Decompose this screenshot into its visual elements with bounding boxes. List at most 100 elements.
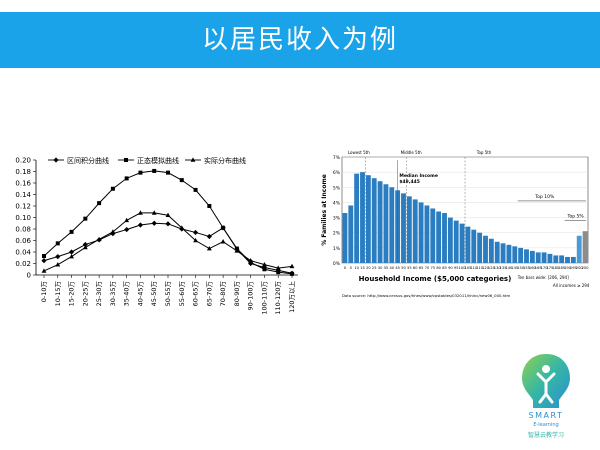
annot-lowest: Lowest 5th [348, 150, 370, 155]
bar [483, 235, 488, 263]
x-tick-label: 110-120万 [274, 281, 282, 315]
x-tick-label: 80-90万 [233, 281, 241, 307]
bar [354, 173, 360, 263]
bar [576, 235, 582, 263]
bar [406, 196, 412, 263]
bar [559, 255, 565, 263]
y-tick-label: 3% [333, 216, 341, 222]
y-tick-label: 0.08 [15, 226, 31, 234]
x-tick-label: 25 [372, 266, 377, 270]
data-source: Data source: http://www.census.gov/hhes/… [342, 293, 511, 298]
bar [377, 181, 383, 263]
x-tick-label: 70-80万 [219, 281, 227, 307]
y-tick-label: 0.18 [15, 168, 31, 176]
x-tick-label: 155 [523, 266, 530, 270]
bar [436, 211, 442, 263]
data-point [55, 254, 61, 260]
bar [570, 256, 576, 263]
bar [430, 208, 436, 263]
data-point [138, 170, 143, 175]
annot-median: Median Income [399, 173, 437, 179]
x-tick-label: 250 [582, 266, 590, 270]
y-tick-label: 0.14 [15, 191, 31, 199]
x-tick-label: 100 [459, 266, 467, 270]
bar [477, 232, 483, 263]
x-tick-label: 95 [454, 266, 459, 270]
annot-top5: Top 5% [567, 214, 585, 220]
x-tick-label: 120万以上 [287, 281, 296, 313]
x-tick-label: 85 [442, 266, 447, 270]
x-tick-label: 15-20万 [68, 281, 76, 307]
y-tick-label: 0.16 [15, 180, 31, 188]
y-tick-label: 0.10 [15, 214, 31, 222]
data-point [206, 245, 212, 251]
x-tick-label: 0 [344, 266, 347, 270]
x-axis-label: Household Income ($5,000 categories) [359, 275, 512, 283]
data-point [290, 271, 294, 276]
bar [342, 213, 348, 263]
bar [389, 187, 395, 263]
data-point [248, 258, 254, 263]
bar [547, 253, 553, 263]
y-tick-label: 7% [333, 155, 341, 161]
legend-marker [124, 158, 128, 162]
bar [401, 193, 406, 263]
x-tick-label: 80 [436, 266, 441, 270]
y-tick-label: 0.12 [15, 203, 31, 211]
data-point [179, 178, 184, 183]
title-banner [0, 12, 600, 68]
bar [459, 223, 465, 263]
x-tick-label: 70 [425, 266, 430, 270]
data-point [193, 237, 198, 243]
data-point [193, 187, 198, 192]
data-point [124, 217, 130, 223]
x-tick-label: 20-25万 [81, 281, 89, 307]
bar [418, 202, 424, 263]
data-point [69, 254, 74, 259]
x-tick-label: 165 [535, 266, 542, 270]
x-tick-label: 45 [395, 266, 400, 270]
x-tick-label: 40 [389, 266, 394, 270]
x-tick-label: 100-110万 [260, 281, 268, 315]
annot-top: Top 5th [476, 150, 492, 155]
x-tick-label: 90-100万 [247, 281, 255, 311]
x-tick-label: 60 [413, 266, 418, 270]
data-point [42, 254, 46, 259]
bar [442, 213, 447, 263]
legend-marker [53, 157, 59, 163]
data-point [221, 225, 226, 230]
x-tick-label: 175 [546, 266, 553, 270]
legend-label: 实际分布曲线 [204, 156, 246, 165]
data-point [262, 262, 267, 267]
household-income-bar-chart: 0% 1% 2% 3% 4% 5% 6% 7% 0 5 10 15 20 25 30 35 40 45 50 55 60… [321, 150, 590, 298]
slide-title: 以居民收入为例 [201, 25, 398, 55]
annot-middle: Middle 5th [401, 150, 423, 155]
x-tick-label: 145 [511, 266, 518, 270]
x-tick-label: 110 [470, 266, 478, 270]
bar [535, 252, 541, 263]
bar [371, 178, 377, 263]
data-point [138, 210, 143, 215]
bar [465, 226, 471, 263]
x-tick-label: 195 [570, 266, 577, 270]
x-tick-label: 20 [366, 266, 371, 270]
bar [506, 244, 512, 263]
data-point [82, 241, 88, 248]
data-point [41, 268, 47, 273]
bar [360, 172, 365, 263]
x-tick-label: 65-70万 [205, 281, 213, 307]
bar [471, 229, 477, 263]
bar [553, 255, 559, 263]
data-point [124, 176, 129, 181]
x-tick-label: 150 [517, 266, 525, 270]
x-tick-label: 130 [494, 266, 502, 270]
data-point [96, 236, 102, 242]
bar [453, 220, 459, 263]
y-tick-label: 0.20 [15, 157, 31, 165]
bar [488, 238, 494, 263]
x-tick-label: 65 [419, 266, 424, 270]
x-tick-label: 170 [541, 266, 549, 270]
data-point [110, 186, 115, 191]
data-point [69, 229, 74, 234]
data-point [179, 225, 185, 230]
